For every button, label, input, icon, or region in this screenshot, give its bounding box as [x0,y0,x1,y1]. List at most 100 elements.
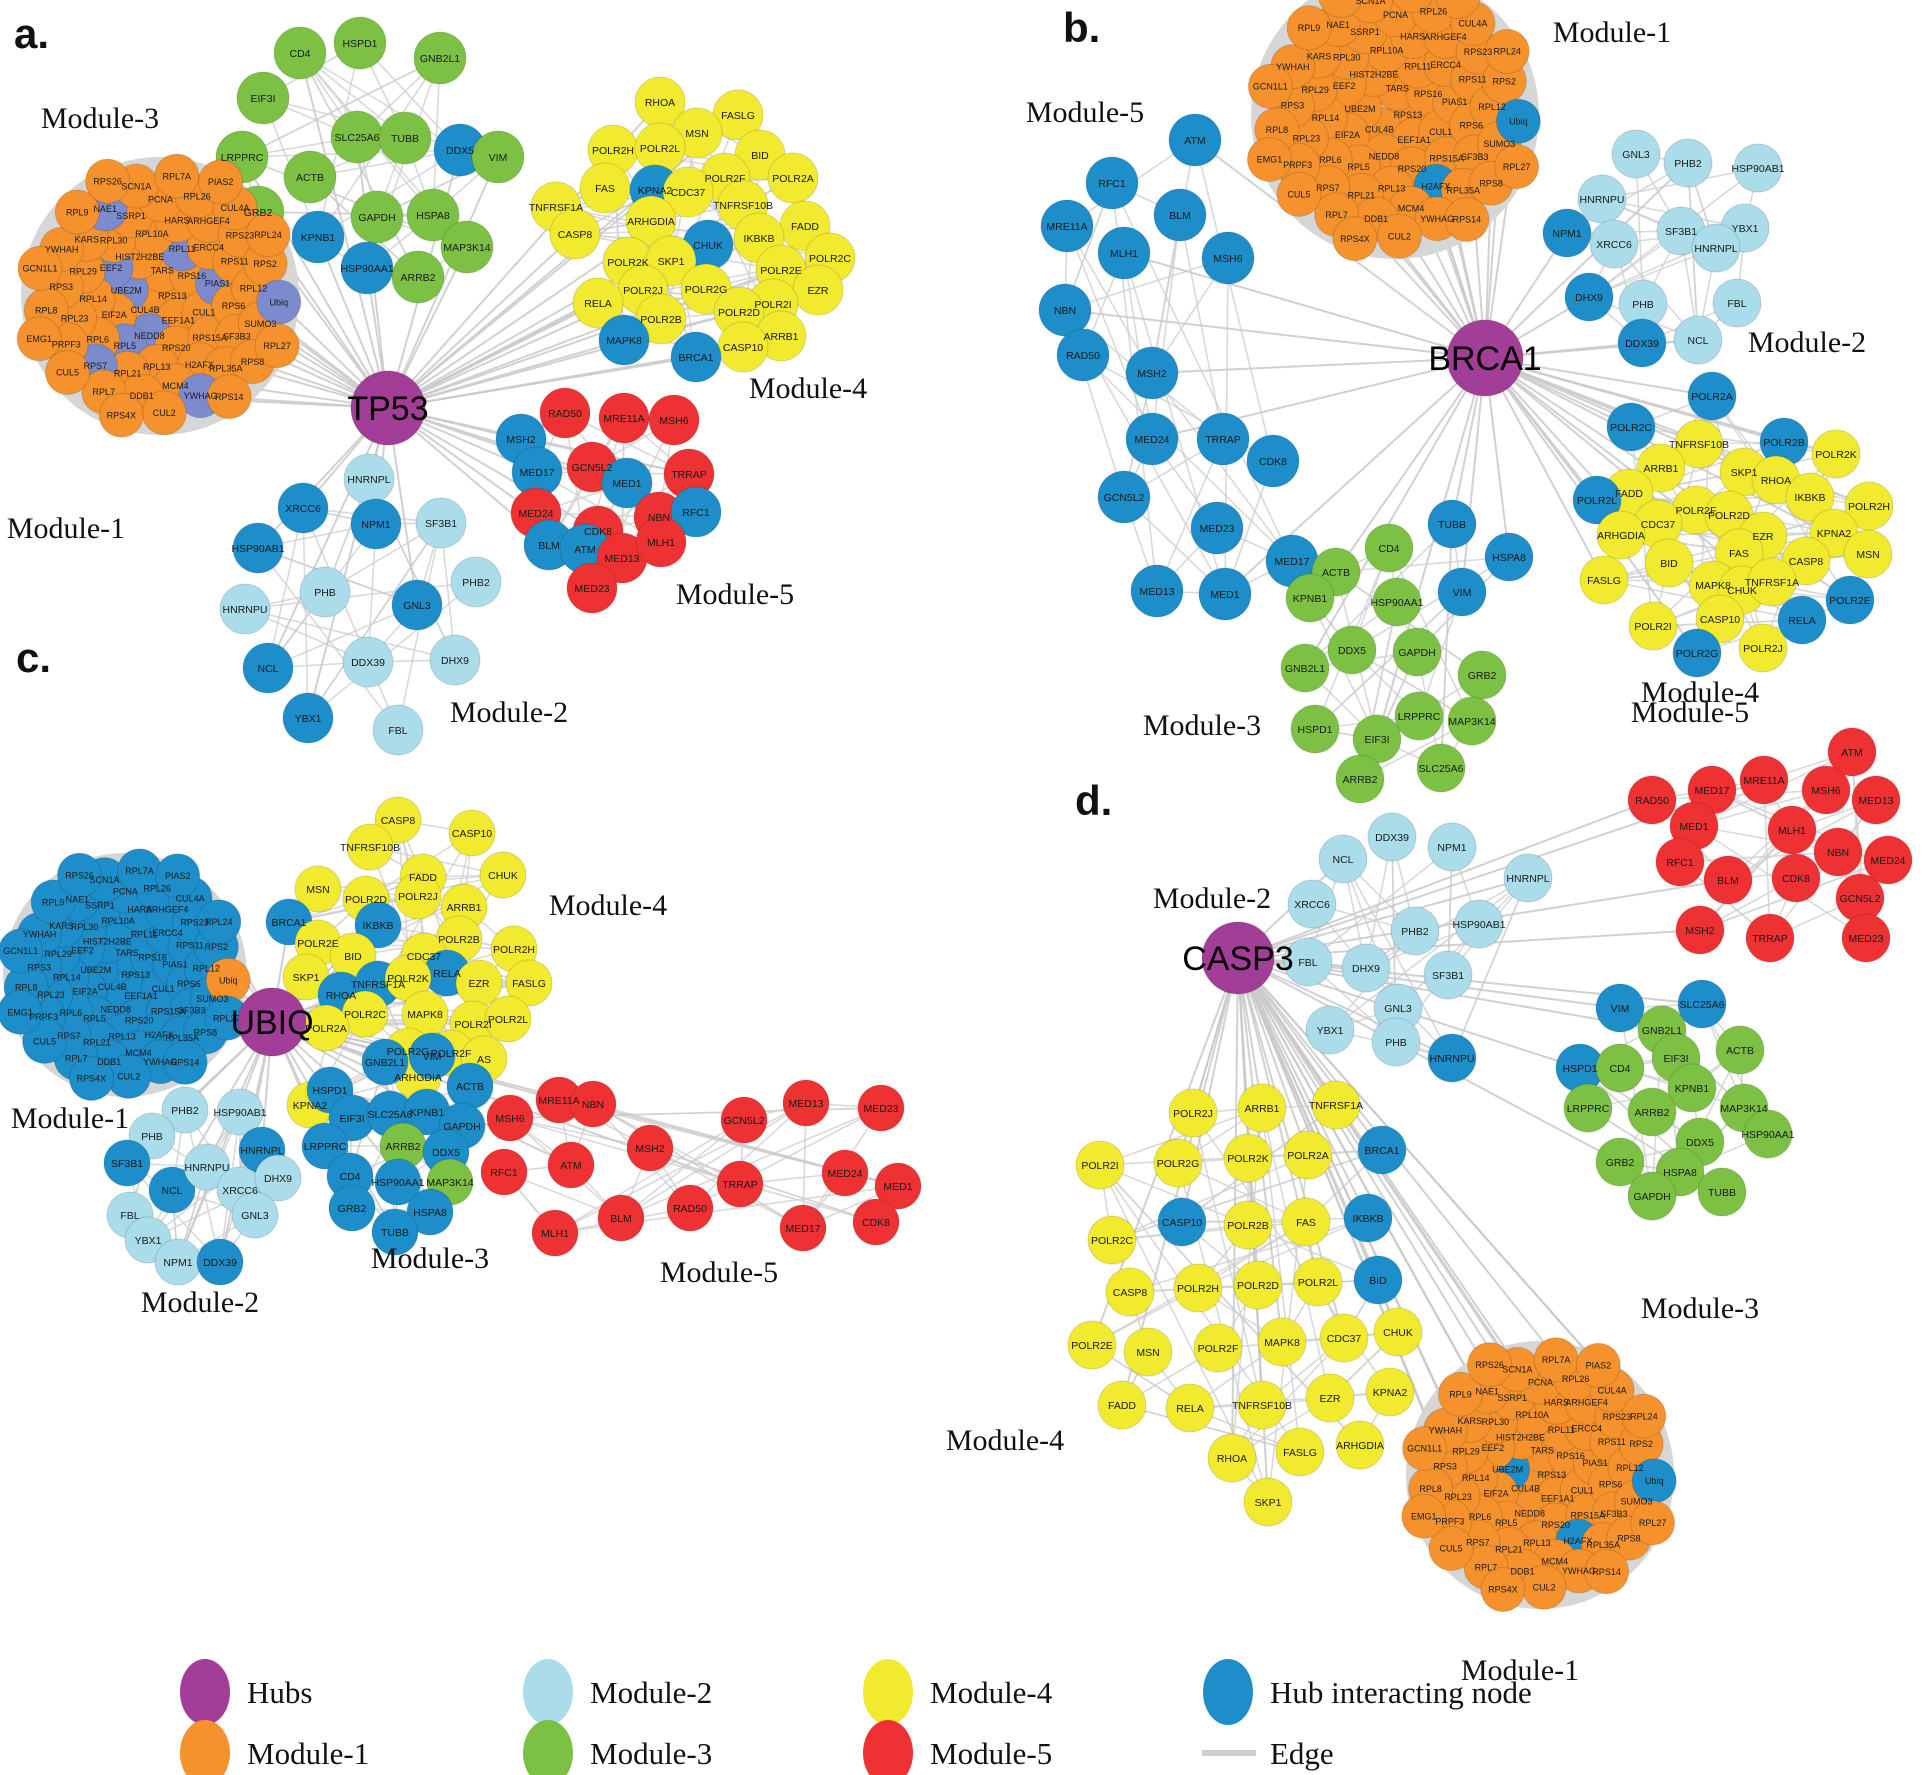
node-RAD50 [1627,775,1677,825]
node-RPS26 [85,158,131,204]
node-EIF3I [236,71,290,125]
node-RPS26 [1318,0,1363,19]
node-MED1 [601,457,653,509]
node-CDC37 [662,166,714,218]
node-MED23 [566,562,618,614]
node-MRE11A [1739,755,1789,805]
node-POLR2J [394,872,442,920]
node-GCN1L1 [1247,63,1293,109]
node-NCL [1673,315,1723,365]
node-DDX39 [342,636,394,688]
node-HNRNPU [219,583,271,635]
node-POLR2J [1738,623,1788,673]
node-SLC25A6 [330,110,384,164]
node-VIM [1437,567,1487,617]
node-HSP90AB1 [1454,899,1504,949]
legend-marker-hub-interacting-node [1203,1659,1253,1725]
node-RELA [572,277,624,329]
node-XRCC6 [277,482,329,534]
node-MSN [294,865,342,913]
node-RPL24 [1484,28,1530,74]
node-HNRNPL [1503,853,1553,903]
node-BLM [1703,855,1753,905]
node-Ubiq [205,957,251,1003]
node-POLR2I [1075,1140,1125,1190]
node-RPL27 [1630,1500,1676,1546]
node-MED23 [1841,913,1891,963]
node-MED24 [1863,835,1913,885]
node-GRB2 [328,1184,376,1232]
node-HSPA8 [1484,532,1534,582]
node-BLM [597,1194,645,1242]
node-GNL3 [1611,129,1661,179]
node-CASP10 [448,809,496,857]
node-PHB2 [161,1086,209,1134]
node-POLR2H [1173,1263,1223,1313]
node-RPL9 [1437,1371,1483,1417]
node-RPS4X [98,392,144,438]
node-HSPD1 [333,16,387,70]
node-ARRB2 [1627,1087,1677,1137]
node-NPM1 [1427,822,1477,872]
node-DDX39 [196,1238,244,1286]
node-MED1 [1198,567,1252,621]
node-DHX9 [254,1154,302,1202]
node-EZR [455,959,503,1007]
node-MSH2 [1675,905,1725,955]
node-CDK8 [852,1198,900,1246]
node-SF3B1 [415,497,467,549]
node-HNRNPU [183,1143,231,1191]
node-XRCC6 [1287,879,1337,929]
node-ACTB [446,1062,494,1110]
node-POLR2C [1606,402,1656,452]
node-SLC25A6 [1416,743,1466,793]
node-POLR2I [1628,601,1678,651]
node-ACTB [283,150,337,204]
node-MSH6 [1201,231,1255,285]
node-TUBB [1697,1167,1747,1217]
node-MED13 [782,1079,830,1127]
node-RPL9 [54,189,100,235]
legend-marker-module-5 [863,1720,913,1775]
node-IKBKB [354,901,402,949]
node-EZR [1305,1373,1355,1423]
node-RPL24 [245,212,291,258]
node-CD4 [273,26,327,80]
node-RFC1 [1655,837,1705,887]
node-CASP8 [1105,1267,1155,1317]
node-TRRAP [1745,913,1795,963]
node-POLR2G [1153,1138,1203,1188]
node-TRRAP [716,1160,764,1208]
node-SLC25A6 [1677,979,1727,1029]
node-FADD [1097,1380,1147,1430]
node-NCL [148,1166,196,1214]
node-KPNB1 [1285,573,1335,623]
hub-node-UBIQ [237,987,307,1057]
node-BLM [1153,188,1207,242]
node-RELA [1165,1383,1215,1433]
node-CHUK [479,851,527,899]
node-PIAS2 [1435,0,1481,20]
node-EMG1 [1401,1493,1447,1539]
node-EMG1 [1246,136,1292,182]
node-MED17 [779,1204,827,1252]
node-RPL7A [1533,1337,1579,1383]
node-RPL27 [254,323,300,369]
node-CD4 [1364,523,1414,573]
node-POLR2D [1233,1260,1283,1310]
node-ARRB2 [1335,754,1385,804]
node-EMG1 [0,989,43,1035]
node-MSH6 [486,1094,534,1142]
node-FBL [1712,278,1762,328]
node-MED23 [857,1084,905,1132]
node-Ubiq [256,279,302,325]
node-RPL7A [1392,0,1433,13]
node-MAPK8 [1257,1317,1307,1367]
node-RAD50 [539,387,591,439]
node-CASP10 [717,321,769,373]
node-MLH1 [531,1209,579,1257]
node-RPL9 [30,879,76,925]
node-MSH2 [1125,346,1179,400]
node-RPL7A [154,153,200,199]
